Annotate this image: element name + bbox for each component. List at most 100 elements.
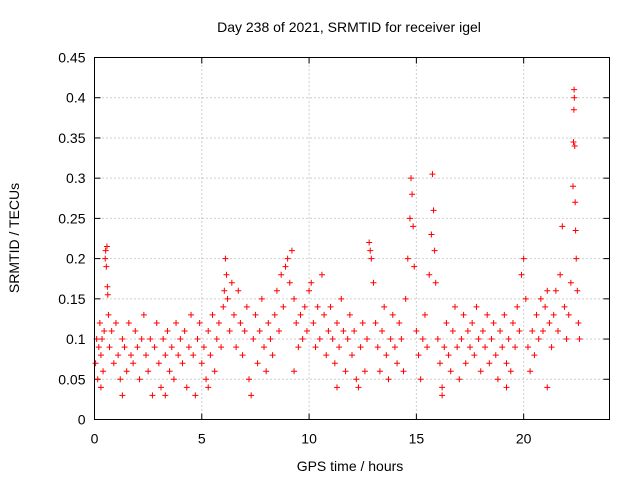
data-point — [233, 344, 240, 351]
data-point — [452, 303, 458, 310]
data-point — [434, 336, 441, 343]
data-point — [462, 360, 469, 367]
data-point — [103, 243, 110, 250]
data-point — [413, 328, 420, 335]
data-point — [366, 239, 373, 246]
data-point — [108, 328, 115, 335]
data-point — [105, 311, 112, 318]
data-point — [213, 336, 220, 343]
data-point — [509, 319, 516, 326]
data-point — [464, 328, 471, 335]
data-point — [387, 336, 394, 343]
data-point — [136, 376, 143, 383]
data-point — [492, 352, 499, 359]
data-point — [325, 328, 332, 335]
data-point — [329, 336, 336, 343]
data-point — [488, 336, 495, 343]
data-point — [342, 368, 349, 375]
data-point — [222, 255, 229, 262]
data-point — [503, 384, 510, 391]
data-point — [394, 360, 401, 367]
data-point — [561, 303, 568, 310]
data-point — [203, 376, 210, 383]
data-point — [237, 319, 244, 326]
data-point — [505, 336, 512, 343]
axis-ticks — [94, 57, 610, 420]
data-point — [443, 319, 450, 326]
data-point — [284, 255, 291, 262]
data-point — [168, 344, 175, 351]
data-point — [460, 311, 467, 318]
data-point — [333, 384, 340, 391]
data-point — [479, 328, 486, 335]
data-point — [344, 336, 351, 343]
data-point — [252, 311, 259, 318]
data-point — [96, 319, 103, 326]
data-point — [175, 352, 182, 359]
data-point — [512, 344, 519, 351]
data-point — [571, 142, 578, 149]
y-tick-label: 0 — [78, 412, 86, 428]
data-point — [115, 352, 122, 359]
data-point — [381, 303, 388, 310]
data-point — [308, 279, 315, 286]
data-point — [372, 319, 379, 326]
data-point — [522, 295, 529, 302]
data-point — [181, 328, 188, 335]
x-tick-label: 5 — [198, 431, 206, 447]
data-point — [101, 328, 108, 335]
data-point — [391, 344, 398, 351]
data-point — [254, 360, 261, 367]
data-point — [539, 328, 546, 335]
data-point — [351, 328, 358, 335]
x-tick-label: 15 — [409, 431, 425, 447]
data-point — [125, 319, 132, 326]
data-point — [223, 271, 230, 278]
data-point — [188, 311, 195, 318]
data-point — [340, 328, 347, 335]
data-point — [160, 336, 167, 343]
data-point — [95, 344, 102, 351]
y-tick-label: 0.25 — [58, 210, 85, 226]
data-point — [570, 138, 577, 145]
data-point — [361, 368, 368, 375]
data-point — [490, 319, 497, 326]
data-point — [106, 344, 113, 351]
data-point — [263, 368, 270, 375]
data-point — [359, 319, 366, 326]
data-point — [467, 344, 474, 351]
data-point — [431, 247, 438, 254]
data-point — [301, 303, 308, 310]
data-point — [205, 328, 212, 335]
data-point — [415, 352, 422, 359]
data-point — [346, 311, 353, 318]
data-point — [143, 352, 149, 359]
data-point — [364, 336, 371, 343]
data-point — [132, 328, 139, 335]
data-point — [544, 287, 551, 294]
data-point — [119, 336, 126, 343]
data-point — [417, 376, 424, 383]
data-point — [429, 171, 436, 178]
data-point — [267, 336, 274, 343]
data-point — [211, 368, 218, 375]
data-point — [499, 344, 506, 351]
data-point — [209, 311, 216, 318]
data-point — [503, 360, 510, 367]
data-point — [207, 352, 214, 359]
data-point — [570, 183, 577, 190]
data-point — [100, 368, 107, 375]
data-point — [170, 376, 177, 383]
data-point — [183, 384, 190, 391]
data-point — [544, 384, 551, 391]
data-point — [288, 247, 295, 254]
data-point — [518, 271, 525, 278]
tick-labels: 0 0.05 0.1 0.15 0.2 0.25 0.3 0.35 0.4 0.45 0 5 10 15 2… — [58, 50, 531, 447]
data-point — [383, 352, 390, 359]
data-point — [192, 392, 199, 399]
data-point — [230, 311, 237, 318]
data-point — [563, 336, 570, 343]
data-point — [314, 303, 321, 310]
data-point — [243, 303, 250, 310]
